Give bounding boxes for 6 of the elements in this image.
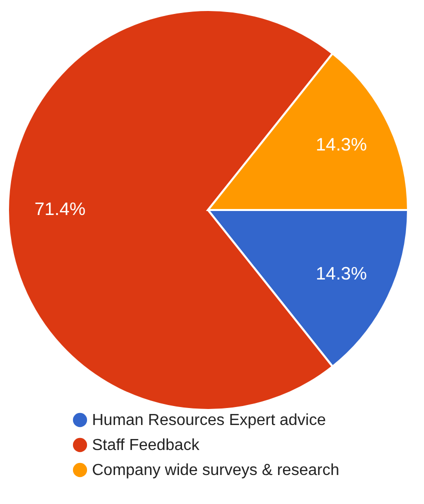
legend-label: Company wide surveys & research [92,462,340,479]
data-label: 14.3% [316,134,367,155]
data-label: 71.4% [34,199,86,219]
legend-label: Staff Feedback [92,437,200,454]
data-label: 14.3% [316,263,367,284]
legend-label: Human Resources Expert advice [92,412,326,429]
